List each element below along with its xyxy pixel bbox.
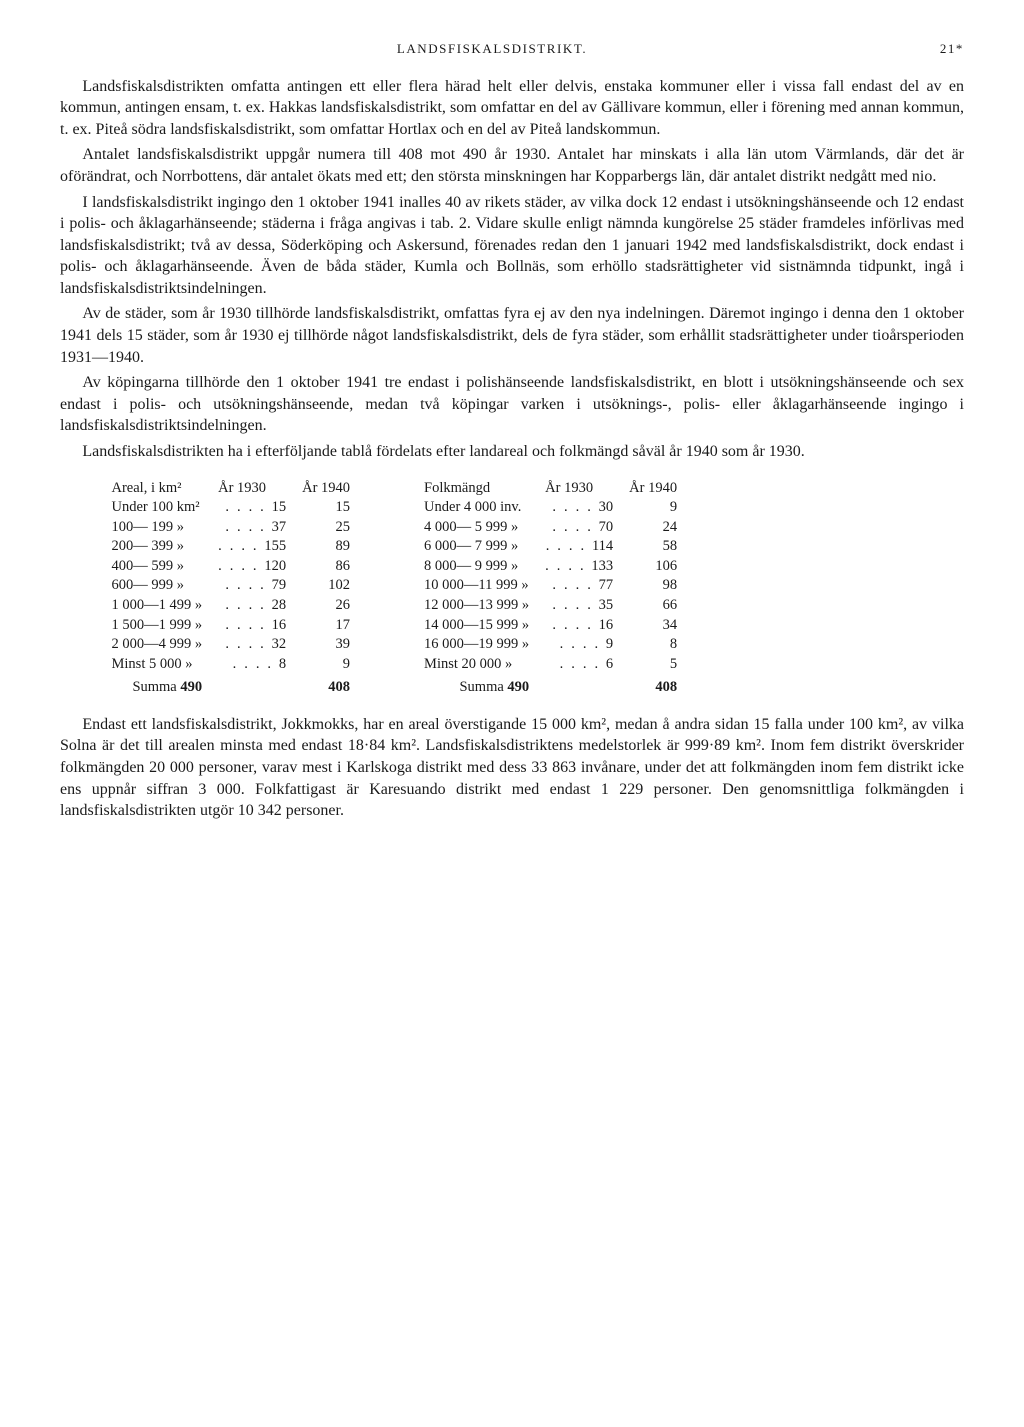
summa-label: Summa 490 <box>416 674 537 698</box>
row-value-1930: . . . . 16 <box>210 616 294 636</box>
paragraph: I landsfiskalsdistrikt ingingo den 1 okt… <box>60 192 964 300</box>
paragraph: Endast ett landsfiskalsdistrikt, Jokkmok… <box>60 714 964 822</box>
row-value-1930: . . . . 79 <box>210 576 294 596</box>
table-row: 8 000— 9 999 ». . . . 133106 <box>416 557 685 577</box>
row-label: 10 000—11 999 » <box>416 576 537 596</box>
row-label: Minst 20 000 » <box>416 655 537 675</box>
col-header: År 1930 <box>210 479 294 499</box>
row-value-1940: 86 <box>294 557 358 577</box>
col-header: År 1930 <box>537 479 621 499</box>
row-label: 12 000—13 999 » <box>416 596 537 616</box>
row-value-1940: 34 <box>621 616 685 636</box>
table-row: Under 100 km². . . . 1515 <box>104 498 359 518</box>
population-table: Folkmängd År 1930 År 1940 Under 4 000 in… <box>416 479 685 698</box>
row-value-1930: . . . . 15 <box>210 498 294 518</box>
table-row: 14 000—15 999 ». . . . 1634 <box>416 616 685 636</box>
paragraph: Av köpingarna tillhörde den 1 oktober 19… <box>60 372 964 437</box>
table-row: 400— 599 ». . . . 12086 <box>104 557 359 577</box>
table-row: 16 000—19 999 ». . . . 98 <box>416 635 685 655</box>
row-value-1930: . . . . 77 <box>537 576 621 596</box>
col-header: Areal, i km² <box>104 479 211 499</box>
row-value-1930: . . . . 155 <box>210 537 294 557</box>
col-header: År 1940 <box>621 479 685 499</box>
table-row: 200— 399 ». . . . 15589 <box>104 537 359 557</box>
row-value-1930: . . . . 32 <box>210 635 294 655</box>
tables-container: Areal, i km² År 1930 År 1940 Under 100 k… <box>60 479 964 698</box>
paragraph: Landsfiskalsdistrikten ha i efterföljand… <box>60 441 964 463</box>
row-label: 600— 999 » <box>104 576 211 596</box>
row-value-1930: . . . . 30 <box>537 498 621 518</box>
row-value-1930: . . . . 120 <box>210 557 294 577</box>
row-label: 8 000— 9 999 » <box>416 557 537 577</box>
row-value-1940: 8 <box>621 635 685 655</box>
row-value-1940: 66 <box>621 596 685 616</box>
row-label: 100— 199 » <box>104 518 211 538</box>
row-value-1930: . . . . 114 <box>537 537 621 557</box>
table-row: 1 500—1 999 ». . . . 1617 <box>104 616 359 636</box>
row-value-1940: 9 <box>294 655 358 675</box>
table-row: Under 4 000 inv.. . . . 309 <box>416 498 685 518</box>
row-value-1940: 24 <box>621 518 685 538</box>
row-label: 2 000—4 999 » <box>104 635 211 655</box>
paragraph: Landsfiskalsdistrikten omfatta antingen … <box>60 76 964 141</box>
row-value-1930: . . . . 9 <box>537 635 621 655</box>
table-row: 600— 999 ». . . . 79102 <box>104 576 359 596</box>
row-label: 14 000—15 999 » <box>416 616 537 636</box>
row-label: 200— 399 » <box>104 537 211 557</box>
row-value-1940: 15 <box>294 498 358 518</box>
col-header: År 1940 <box>294 479 358 499</box>
row-label: Minst 5 000 » <box>104 655 211 675</box>
row-value-1930: . . . . 6 <box>537 655 621 675</box>
row-value-1940: 58 <box>621 537 685 557</box>
row-value-1940: 17 <box>294 616 358 636</box>
row-value-1940: 9 <box>621 498 685 518</box>
table-row: 2 000—4 999 ». . . . 3239 <box>104 635 359 655</box>
row-value-1940: 106 <box>621 557 685 577</box>
row-value-1930: . . . . 70 <box>537 518 621 538</box>
table-row: 100— 199 ». . . . 3725 <box>104 518 359 538</box>
summa-value: 408 <box>294 674 358 698</box>
summa-value: 408 <box>621 674 685 698</box>
row-label: 16 000—19 999 » <box>416 635 537 655</box>
row-value-1930: . . . . 37 <box>210 518 294 538</box>
row-value-1940: 26 <box>294 596 358 616</box>
row-value-1940: 25 <box>294 518 358 538</box>
table-row: Minst 20 000 ». . . . 65 <box>416 655 685 675</box>
table-row: 12 000—13 999 ». . . . 3566 <box>416 596 685 616</box>
row-label: 4 000— 5 999 » <box>416 518 537 538</box>
area-table: Areal, i km² År 1930 År 1940 Under 100 k… <box>104 479 359 698</box>
paragraph: Av de städer, som år 1930 tillhörde land… <box>60 303 964 368</box>
row-label: 1 000—1 499 » <box>104 596 211 616</box>
table-row: 10 000—11 999 ». . . . 7798 <box>416 576 685 596</box>
row-value-1930: . . . . 28 <box>210 596 294 616</box>
row-value-1940: 102 <box>294 576 358 596</box>
row-label: 400— 599 » <box>104 557 211 577</box>
row-value-1940: 5 <box>621 655 685 675</box>
row-label: Under 100 km² <box>104 498 211 518</box>
col-header: Folkmängd <box>416 479 537 499</box>
table-row: 1 000—1 499 ». . . . 2826 <box>104 596 359 616</box>
page-number: 21* <box>924 40 964 58</box>
row-value-1940: 98 <box>621 576 685 596</box>
row-label: 6 000— 7 999 » <box>416 537 537 557</box>
paragraph: Antalet landsfiskalsdistrikt uppgår nume… <box>60 144 964 187</box>
row-value-1930: . . . . 133 <box>537 557 621 577</box>
row-label: 1 500—1 999 » <box>104 616 211 636</box>
running-title: LANDSFISKALSDISTRIKT. <box>60 40 924 58</box>
row-value-1930: . . . . 16 <box>537 616 621 636</box>
table-row: Minst 5 000 ». . . . 89 <box>104 655 359 675</box>
row-value-1940: 89 <box>294 537 358 557</box>
row-value-1930: . . . . 8 <box>210 655 294 675</box>
table-row: 4 000— 5 999 ». . . . 7024 <box>416 518 685 538</box>
table-row: 6 000— 7 999 ». . . . 11458 <box>416 537 685 557</box>
row-value-1940: 39 <box>294 635 358 655</box>
row-value-1930: . . . . 35 <box>537 596 621 616</box>
summa-label: Summa 490 <box>104 674 211 698</box>
row-label: Under 4 000 inv. <box>416 498 537 518</box>
